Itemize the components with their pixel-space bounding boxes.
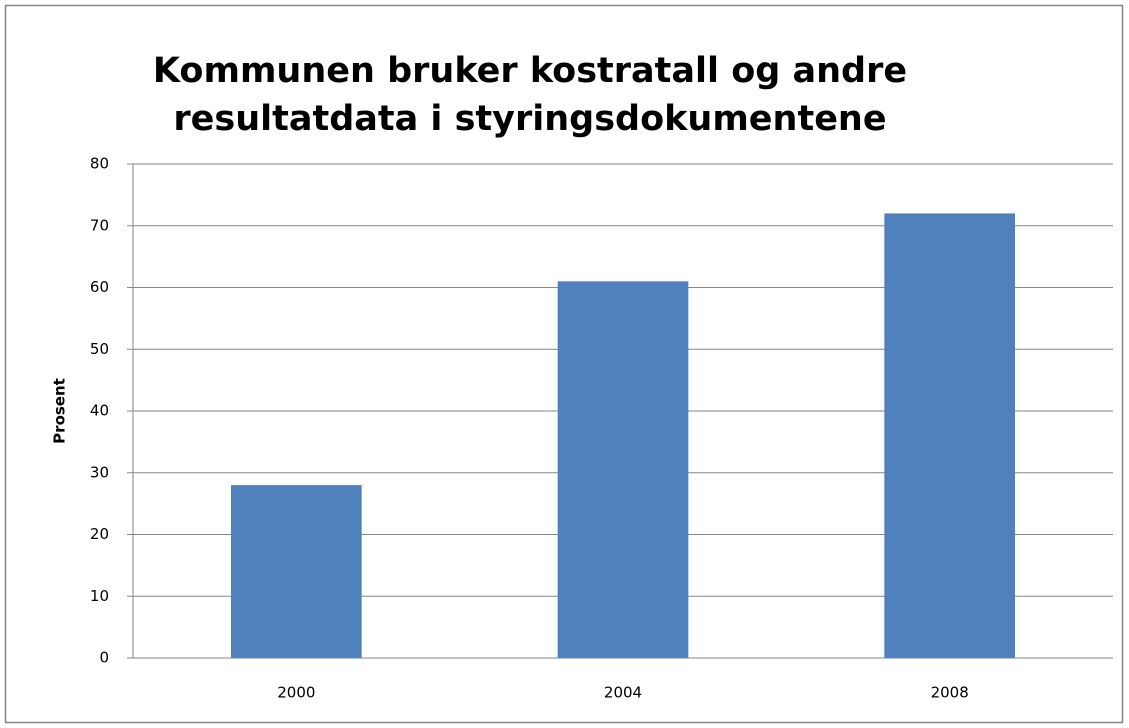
bar [231, 485, 362, 658]
y-tick-label: 0 [99, 649, 109, 667]
bar [884, 213, 1015, 658]
y-axis-label: Prosent [51, 378, 69, 444]
y-tick-label: 30 [90, 463, 109, 481]
bar [557, 281, 689, 658]
chart-title: Kommunen bruker kostratall og andre [153, 51, 907, 91]
y-tick-label: 60 [90, 278, 109, 296]
chart-title: resultatdata i styringsdokumentene [173, 99, 886, 139]
y-tick-label: 50 [90, 340, 109, 358]
y-tick-label: 10 [90, 587, 109, 605]
x-tick-label: 2004 [604, 684, 642, 702]
y-tick-label: 70 [90, 216, 109, 234]
y-tick-label: 40 [90, 402, 109, 420]
x-tick-label: 2000 [277, 684, 315, 702]
y-tick-label: 80 [90, 155, 109, 173]
y-tick-label: 20 [90, 525, 109, 543]
x-tick-label: 2008 [931, 684, 969, 702]
